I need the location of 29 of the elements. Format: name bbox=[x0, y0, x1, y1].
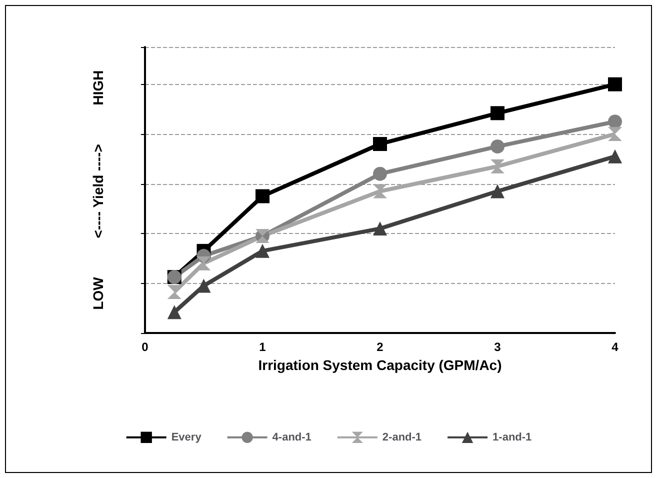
legend-label: 1-and-1 bbox=[492, 431, 532, 444]
point bbox=[167, 305, 182, 320]
x-tick-label: 0 bbox=[142, 340, 149, 354]
legend-label: 2-and-1 bbox=[382, 431, 422, 444]
point bbox=[608, 77, 622, 92]
point bbox=[196, 256, 211, 270]
point bbox=[167, 284, 182, 299]
y-axis-title: LOW <---- Yield ----> HIGH bbox=[90, 70, 106, 310]
point bbox=[490, 139, 504, 154]
point bbox=[490, 159, 504, 174]
point bbox=[373, 222, 387, 236]
x-tick-label: 3 bbox=[494, 340, 502, 354]
point bbox=[490, 106, 504, 120]
point bbox=[608, 127, 622, 142]
legend-label: 4-and-1 bbox=[272, 431, 312, 444]
point bbox=[256, 244, 270, 258]
point bbox=[608, 114, 622, 129]
point bbox=[196, 278, 211, 293]
point bbox=[256, 189, 270, 204]
point bbox=[490, 184, 504, 198]
legend-label: Every bbox=[171, 431, 202, 444]
point bbox=[373, 184, 387, 198]
x-tick-label: 2 bbox=[376, 340, 384, 354]
point bbox=[373, 136, 387, 151]
point bbox=[373, 166, 387, 181]
x-tick-label: 4 bbox=[612, 340, 619, 354]
x-tick-label: 1 bbox=[259, 340, 266, 354]
point bbox=[608, 149, 622, 164]
x-axis-title: Irrigation System Capacity (GPM/Ac) bbox=[258, 357, 502, 373]
